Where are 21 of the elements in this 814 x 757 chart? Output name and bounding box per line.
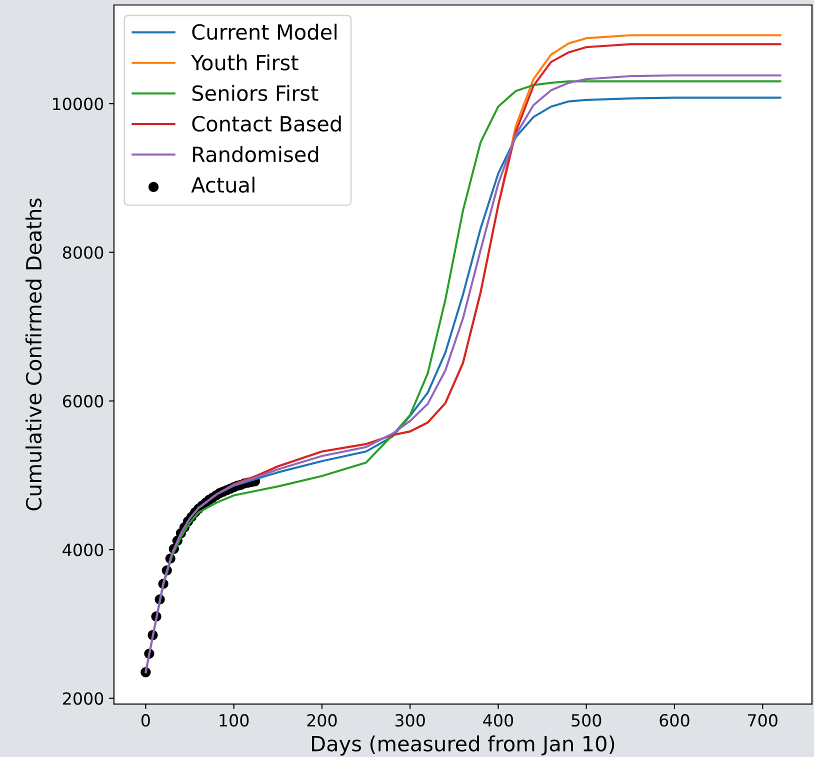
x-tick-label: 700 [748,714,778,727]
x-axis-title: Days (measured from Jan 10) [312,735,614,756]
y-tick-label: 10000 [53,98,104,110]
legend-label: Seniors First [192,84,318,102]
x-tick-label: 500 [572,714,602,727]
y-tick-label: 2000 [63,692,104,705]
y-axis-title: Cumulative Confirmed Deaths [26,198,42,510]
y-tick-label: 6000 [62,394,104,408]
legend-label: Actual [191,176,254,193]
x-tick-label: 600 [660,714,690,727]
x-tick-label: 0 [141,714,150,727]
y-tick-label: 8000 [62,246,104,259]
x-tick-label: 100 [220,714,249,727]
legend-label: Current Model [192,24,336,40]
legend-label: Randomised [193,146,318,162]
y-tick-label: 4000 [62,544,104,556]
x-tick-label: 300 [395,714,425,727]
x-tick-label: 400 [483,714,514,727]
legend-label: Contact Based [192,115,341,132]
legend-label: Youth First [191,54,298,70]
x-tick-label: 200 [307,714,337,727]
